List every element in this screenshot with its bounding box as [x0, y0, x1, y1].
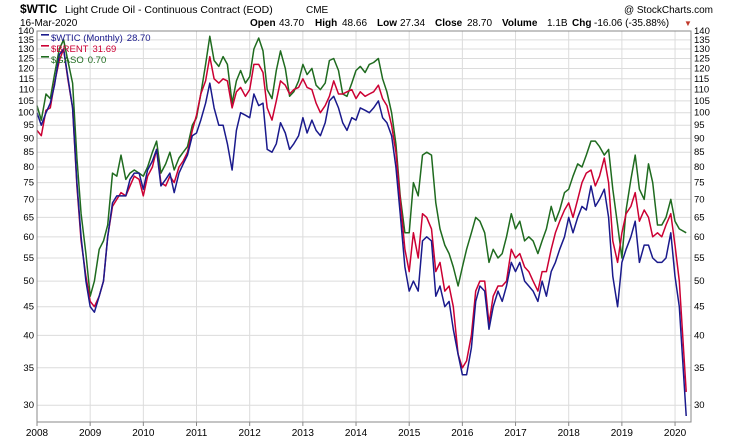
watermark: @ StockCharts.com — [624, 5, 713, 16]
y-tick-label-right: 135 — [694, 35, 710, 46]
y-tick-label-left: 120 — [18, 63, 34, 74]
y-tick-label-right: 95 — [694, 120, 705, 131]
legend-value-brent: 31.69 — [92, 44, 116, 55]
x-tick-label: 2015 — [398, 428, 421, 439]
x-tick-label: 2020 — [664, 428, 687, 439]
legend-swatch-brent — [41, 45, 49, 47]
x-tick-label: 2008 — [26, 428, 49, 439]
open-value: 43.70 — [279, 18, 304, 29]
y-tick-label-right: 35 — [694, 363, 705, 374]
y-tick-label-right: 80 — [694, 162, 705, 173]
y-tick-label-left: 75 — [23, 178, 34, 189]
x-tick-label: 2017 — [504, 428, 527, 439]
y-tick-label-left: 70 — [23, 194, 34, 205]
x-tick-label: 2018 — [558, 428, 581, 439]
y-tick-label-right: 130 — [694, 44, 710, 55]
y-tick-label-right: 125 — [694, 54, 710, 65]
y-tick-label-left: 100 — [18, 108, 34, 119]
high-value: 48.66 — [342, 18, 367, 29]
y-tick-label-right: 55 — [694, 253, 705, 264]
series-line-wtic — [36, 48, 687, 417]
y-tick-label-right: 30 — [694, 400, 705, 411]
legend: $WTIC (Monthly) 28.70 $BRENT 31.69 $GASO 0.70 — [41, 33, 151, 66]
x-tick-label: 2010 — [132, 428, 155, 439]
legend-name-brent: $BRENT — [51, 44, 89, 55]
y-tick-label-left: 125 — [18, 54, 34, 65]
y-tick-label-left: 110 — [19, 85, 34, 96]
y-tick-label-right: 45 — [694, 302, 705, 313]
y-tick-label-left: 30 — [23, 400, 34, 411]
close-label: Close — [435, 18, 463, 29]
y-tick-label-left: 50 — [23, 276, 34, 287]
x-tick-label: 2019 — [611, 428, 634, 439]
legend-value-gaso: 0.70 — [88, 55, 107, 66]
y-tick-label-right: 105 — [694, 96, 710, 107]
volume-value: 1.1B — [547, 18, 568, 29]
instrument-name: Light Crude Oil - Continuous Contract (E… — [65, 4, 273, 16]
open-label: Open — [250, 18, 276, 29]
exchange-label: CME — [306, 5, 329, 16]
low-label: Low — [377, 18, 397, 29]
plot-border — [36, 30, 692, 423]
y-tick-label-left: 130 — [18, 44, 34, 55]
low-value: 27.34 — [400, 18, 425, 29]
y-tick-label-left: 65 — [23, 212, 34, 223]
y-tick-label-right: 50 — [694, 276, 705, 287]
axis-ticks: 30 30 35 35 40 40 45 45 50 50 55 55 60 60 65 65 70 70 75 75… — [18, 26, 710, 439]
legend-swatch-wtic — [41, 34, 49, 36]
y-tick-label-left: 95 — [23, 120, 34, 131]
y-tick-label-right: 110 — [694, 85, 709, 96]
x-tick-label: 2013 — [292, 428, 315, 439]
chg-value: -16.06 (-35.88%) — [594, 18, 669, 29]
y-tick-label-right: 70 — [694, 194, 705, 205]
x-tick-label: 2011 — [186, 428, 208, 439]
close-value: 28.70 — [467, 18, 492, 29]
y-tick-label-left: 35 — [23, 363, 34, 374]
y-tick-label-right: 140 — [694, 26, 710, 37]
y-tick-label-left: 80 — [23, 162, 34, 173]
header-date: 16-Mar-2020 — [20, 18, 78, 29]
series-line-brent — [36, 48, 687, 392]
symbol-title: $WTIC — [20, 2, 58, 16]
y-tick-label-left: 90 — [23, 133, 34, 144]
chg-down-icon: ▼ — [684, 19, 692, 28]
x-tick-label: 2012 — [239, 428, 262, 439]
y-tick-label-left: 55 — [23, 253, 34, 264]
legend-name-gaso: $GASO — [51, 55, 84, 66]
y-tick-label-left: 40 — [23, 330, 34, 341]
y-tick-label-left: 60 — [23, 232, 34, 243]
y-tick-label-right: 65 — [694, 212, 705, 223]
y-tick-label-left: 115 — [19, 74, 34, 85]
x-tick-label: 2009 — [79, 428, 102, 439]
y-tick-label-right: 115 — [694, 74, 709, 85]
y-tick-label-left: 140 — [18, 26, 34, 37]
legend-name-wtic: $WTIC (Monthly) — [51, 33, 123, 44]
legend-value-wtic: 28.70 — [127, 33, 151, 44]
legend-swatch-gaso — [41, 56, 49, 58]
y-tick-label-right: 85 — [694, 147, 705, 158]
y-tick-label-left: 85 — [23, 147, 34, 158]
y-tick-label-right: 60 — [694, 232, 705, 243]
chg-label: Chg — [572, 18, 591, 29]
y-tick-label-right: 75 — [694, 178, 705, 189]
x-tick-label: 2016 — [451, 428, 474, 439]
y-tick-label-left: 105 — [18, 96, 34, 107]
y-tick-label-right: 90 — [694, 133, 705, 144]
y-tick-label-right: 120 — [694, 63, 710, 74]
y-tick-label-left: 45 — [23, 302, 34, 313]
series-line-gaso — [36, 35, 687, 297]
y-tick-label-left: 135 — [18, 35, 34, 46]
high-label: High — [315, 18, 337, 29]
y-tick-label-right: 40 — [694, 330, 705, 341]
x-tick-label: 2014 — [345, 428, 368, 439]
volume-label: Volume — [502, 18, 538, 29]
series-lines — [36, 35, 687, 417]
y-tick-label-right: 100 — [694, 108, 710, 119]
